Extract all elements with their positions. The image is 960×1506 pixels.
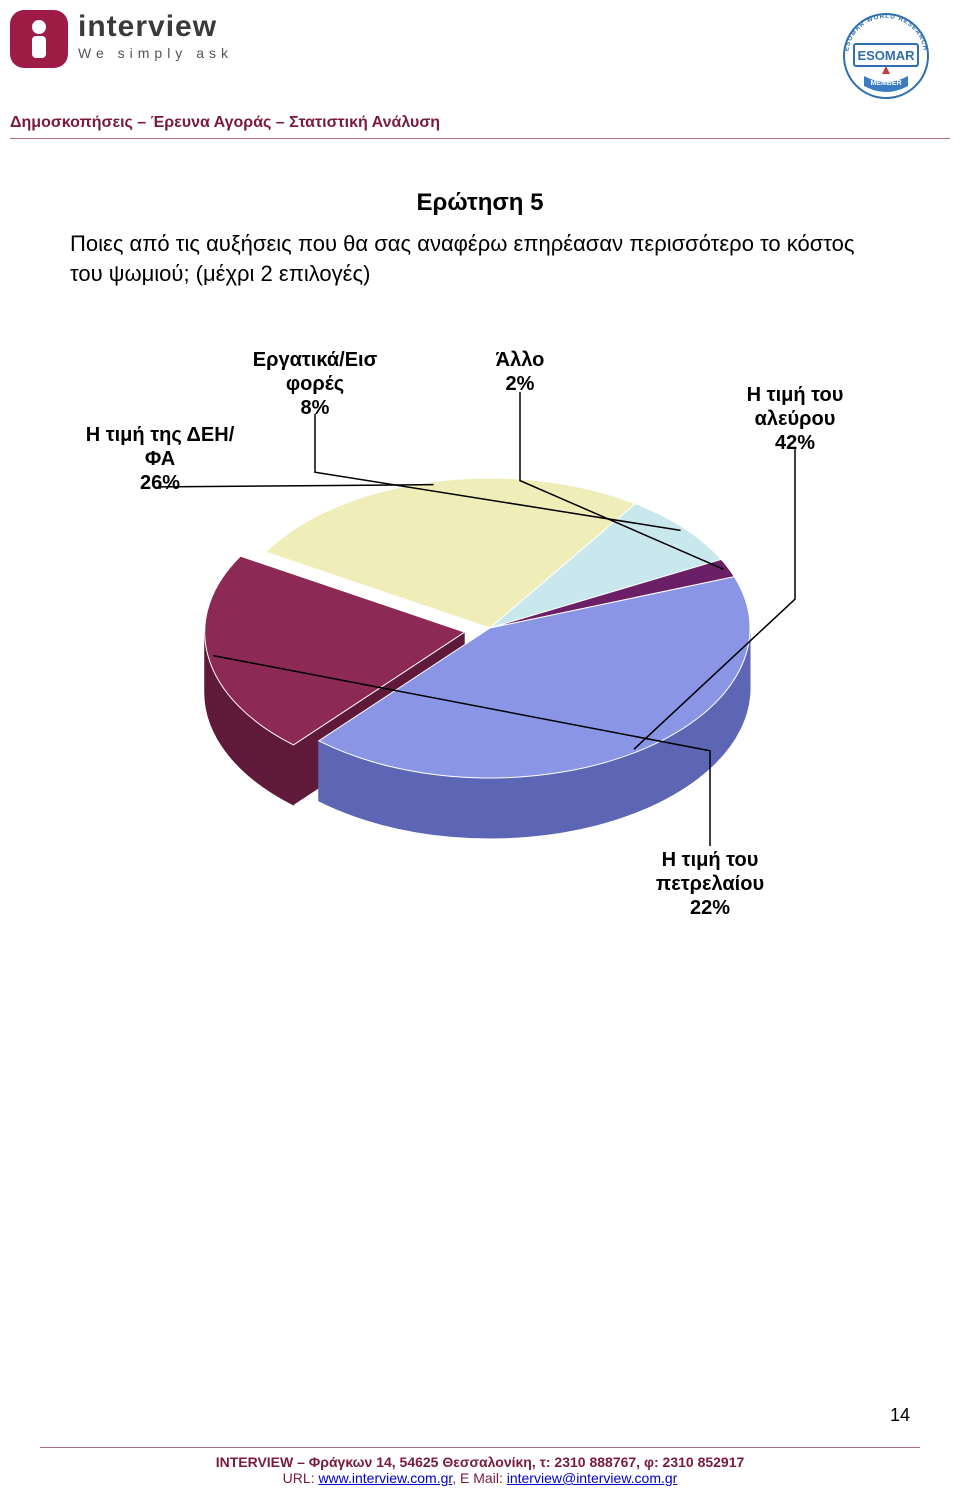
footer-address: – Φράγκων 14, 54625 Θεσσαλονίκη, τ: 2310… xyxy=(293,1454,744,1470)
pie-label-pct-oil: 22% xyxy=(610,896,810,920)
footer-url-label: URL: xyxy=(283,1470,319,1486)
pie-chart: Η τιμή του αλεύρου42% Η τιμή του πετρελαί… xyxy=(70,328,890,948)
question-title: Ερώτηση 5 xyxy=(70,189,890,217)
footer-url-link[interactable]: www.interview.com.gr xyxy=(318,1470,452,1486)
page-number: 14 xyxy=(890,1405,910,1426)
header-subtitle: Δημοσκοπήσεις – Έρευνα Αγοράς – Στατιστι… xyxy=(0,114,960,138)
brand-name: interview xyxy=(78,12,233,42)
main-content: Ερώτηση 5 Ποιες από τις αυξήσεις που θα … xyxy=(0,139,960,948)
brand-tagline: We simply ask xyxy=(78,46,233,60)
footer-email-link[interactable]: interview@interview.com.gr xyxy=(507,1470,678,1486)
pie-label-deh: Η τιμή της ΔΕΗ/ΦΑ26% xyxy=(80,423,240,495)
footer-brand: INTERVIEW xyxy=(216,1454,294,1470)
svg-text:MEMBER: MEMBER xyxy=(870,80,901,87)
footer-line-2: URL: www.interview.com.gr, E Mail: inter… xyxy=(0,1470,960,1486)
pie-label-pct-labor: 8% xyxy=(225,396,405,420)
page-header: interview We simply ask ESOMAR WORLD RES… xyxy=(0,0,960,110)
footer-line-1: INTERVIEW – Φράγκων 14, 54625 Θεσσαλονίκ… xyxy=(0,1454,960,1470)
question-text: Ποιες από τις αυξήσεις που θα σας αναφέρ… xyxy=(70,229,890,288)
pie-label-pct-flour: 42% xyxy=(710,431,880,455)
interview-logo-icon xyxy=(10,10,68,68)
pie-label-oil: Η τιμή του πετρελαίου22% xyxy=(610,848,810,920)
pie-label-text-deh: Η τιμή της ΔΕΗ/ΦΑ xyxy=(80,423,240,471)
svg-text:ESOMAR: ESOMAR xyxy=(857,48,915,63)
footer-email-label: , E Mail: xyxy=(452,1470,506,1486)
footer-divider xyxy=(40,1447,920,1448)
pie-label-pct-deh: 26% xyxy=(80,471,240,495)
pie-label-pct-other: 2% xyxy=(470,372,570,396)
brand-text: interview We simply ask xyxy=(78,10,233,60)
page-footer: INTERVIEW – Φράγκων 14, 54625 Θεσσαλονίκ… xyxy=(0,1447,960,1486)
pie-label-labor: Εργατικά/Εισφορές8% xyxy=(225,348,405,420)
pie-label-flour: Η τιμή του αλεύρου42% xyxy=(710,383,880,455)
pie-label-other: Άλλο2% xyxy=(470,348,570,396)
esomar-badge: ESOMAR WORLD RESEARCH ESOMAR MEMBER xyxy=(836,6,936,106)
pie-label-text-oil: Η τιμή του πετρελαίου xyxy=(610,848,810,896)
pie-label-text-flour: Η τιμή του αλεύρου xyxy=(710,383,880,431)
pie-label-text-labor: Εργατικά/Εισφορές xyxy=(225,348,405,396)
pie-label-text-other: Άλλο xyxy=(470,348,570,372)
brand-logo-block: interview We simply ask xyxy=(10,10,930,68)
